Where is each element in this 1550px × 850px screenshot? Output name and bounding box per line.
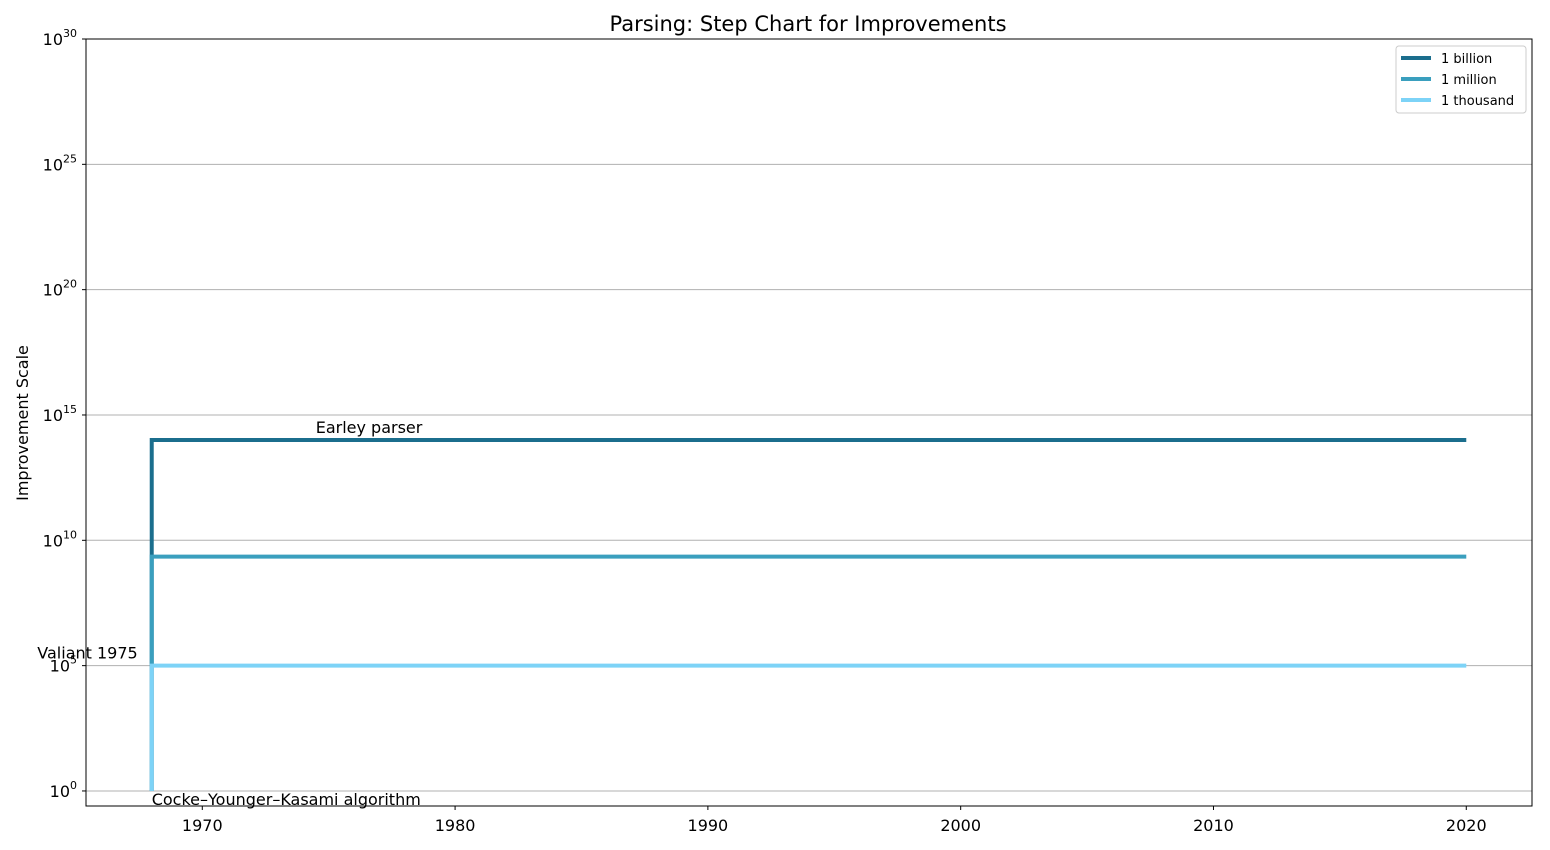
y-tick-exponent: 0: [70, 779, 77, 792]
x-tick-label: 1990: [688, 816, 729, 835]
y-tick-exponent: 25: [63, 152, 77, 165]
y-tick-exponent: 30: [63, 27, 77, 40]
y-tick-base: 10: [43, 281, 63, 300]
y-tick-base: 10: [50, 657, 70, 676]
chart-title: Parsing: Step Chart for Improvements: [609, 12, 1006, 36]
y-tick-label: 1025: [43, 152, 77, 174]
legend-entry: 1 thousand: [1441, 94, 1514, 109]
x-axis-ticks: 1970 1980 1990 2000 2010 2020: [182, 806, 1487, 835]
legend-entry: 1 million: [1441, 73, 1497, 88]
y-tick-base: 10: [43, 406, 63, 425]
annotation-label: Valiant 1975: [37, 644, 137, 663]
legend: 1 billion 1 million 1 thousand: [1395, 45, 1527, 114]
annotations: Earley parser Valiant 1975 Cocke–Younger–K…: [37, 418, 422, 809]
plot-frame: [85, 38, 1533, 807]
y-tick-label: 1015: [43, 403, 77, 425]
y-tick-label: 1010: [43, 528, 77, 550]
y-tick-exponent: 5: [70, 654, 77, 667]
x-tick-label: 2010: [1193, 816, 1234, 835]
legend-entry: 1 billion: [1441, 52, 1492, 67]
y-tick-label: 1030: [43, 27, 77, 49]
x-tick-label: 2020: [1446, 816, 1487, 835]
y-tick-exponent: 15: [63, 403, 77, 416]
x-tick-label: 2000: [940, 816, 981, 835]
y-tick-base: 10: [43, 155, 63, 174]
y-tick-exponent: 10: [63, 528, 77, 541]
y-axis-label: Improvement Scale: [13, 345, 32, 501]
y-tick-label: 1020: [43, 278, 77, 300]
annotation-label: Cocke–Younger–Kasami algorithm: [152, 790, 421, 809]
x-tick-label: 1970: [182, 816, 223, 835]
y-tick-label: 105: [50, 654, 77, 676]
legend-box: [1395, 45, 1527, 114]
series-line: [149, 663, 1467, 791]
y-tick-label: 100: [50, 779, 77, 801]
y-tick-exponent: 20: [63, 278, 77, 291]
annotation-label: Earley parser: [316, 418, 423, 437]
y-tick-base: 10: [43, 30, 63, 49]
y-tick-base: 10: [50, 782, 70, 801]
series-layer: [149, 438, 1467, 791]
series-line: [149, 554, 1467, 666]
x-tick-label: 1980: [435, 816, 476, 835]
y-tick-base: 10: [43, 531, 63, 550]
